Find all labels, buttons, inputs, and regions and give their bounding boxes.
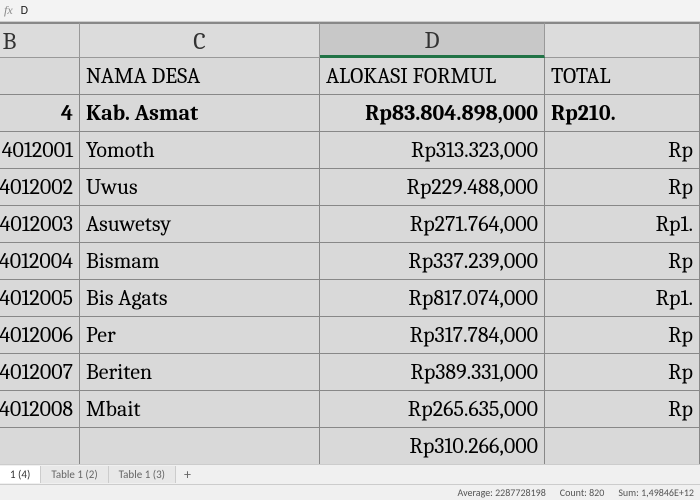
table-row: 4012003AsuwetsyRp271.764,000Rp1.	[0, 206, 700, 243]
cell[interactable]: Rp	[545, 132, 700, 169]
cell[interactable]: DE	[0, 58, 80, 95]
sheet-area: BCD DENAMA DESAALOKASI FORMULTOTAL4Kab. …	[0, 22, 700, 464]
cell[interactable]	[545, 428, 700, 464]
cell[interactable]: 4012006	[0, 317, 80, 354]
status-bar: Average: 2287728198 Count: 820 Sum: 1,49…	[0, 484, 700, 500]
col-header-D[interactable]: D	[320, 22, 545, 58]
cell[interactable]: Rp317.784,000	[320, 317, 545, 354]
cell[interactable]: Rp	[545, 391, 700, 428]
add-sheet-button[interactable]: +	[176, 466, 199, 483]
cell[interactable]: 4	[0, 95, 80, 132]
fx-label: fx	[4, 3, 13, 18]
cell[interactable]: Rp313.323,000	[320, 132, 545, 169]
cell[interactable]: 4012003	[0, 206, 80, 243]
cell[interactable]: Uwus	[80, 169, 320, 206]
table-row: Rp310.266,000	[0, 428, 700, 464]
cell[interactable]: Bismam	[80, 243, 320, 280]
status-count: Count: 820	[560, 486, 605, 499]
status-average: Average: 2287728198	[458, 486, 546, 499]
col-header-C[interactable]: C	[80, 22, 320, 58]
cell[interactable]: Beriten	[80, 354, 320, 391]
col-header-B[interactable]: B	[0, 22, 80, 58]
cell[interactable]: Rp271.764,000	[320, 206, 545, 243]
cell[interactable]: Rp337.239,000	[320, 243, 545, 280]
cell[interactable]: Rp310.266,000	[320, 428, 545, 464]
cell[interactable]: Rp83.804.898,000	[320, 95, 545, 132]
cell[interactable]: Rp1.	[545, 280, 700, 317]
cell[interactable]: 4012001	[0, 132, 80, 169]
table-row: 4012002UwusRp229.488,000Rp	[0, 169, 700, 206]
sheet-tab[interactable]: 1 (4)	[0, 466, 41, 483]
sheet-tab[interactable]: Table 1 (3)	[109, 466, 176, 483]
table-row: DENAMA DESAALOKASI FORMULTOTAL	[0, 58, 700, 95]
col-header-blank[interactable]	[545, 22, 700, 58]
cell[interactable]: 4012007	[0, 354, 80, 391]
cell[interactable]: 4012005	[0, 280, 80, 317]
cell[interactable]: Yomoth	[80, 132, 320, 169]
cell[interactable]: Rp265.635,000	[320, 391, 545, 428]
table-row: 4Kab. AsmatRp83.804.898,000Rp210.	[0, 95, 700, 132]
table-row: 4012001YomothRp313.323,000Rp	[0, 132, 700, 169]
cell[interactable]: 4012008	[0, 391, 80, 428]
formula-cell-ref[interactable]: D	[21, 4, 28, 18]
table-row: 4012007BeritenRp389.331,000Rp	[0, 354, 700, 391]
table-row: 4012008MbaitRp265.635,000Rp	[0, 391, 700, 428]
cell[interactable]: Rp389.331,000	[320, 354, 545, 391]
cell[interactable]: Rp817.074,000	[320, 280, 545, 317]
cell[interactable]: NAMA DESA	[80, 58, 320, 95]
cell[interactable]	[80, 428, 320, 464]
cell[interactable]: TOTAL	[545, 58, 700, 95]
cell[interactable]: Bis Agats	[80, 280, 320, 317]
cell[interactable]: Mbait	[80, 391, 320, 428]
status-sum: Sum: 1,49846E+12	[618, 486, 694, 499]
table-row: 4012005Bis AgatsRp817.074,000Rp1.	[0, 280, 700, 317]
cell[interactable]: 4012002	[0, 169, 80, 206]
cell[interactable]: Rp229.488,000	[320, 169, 545, 206]
cell[interactable]: Per	[80, 317, 320, 354]
table-row: 4012004BismamRp337.239,000Rp	[0, 243, 700, 280]
sheet-tabs: 1 (4)Table 1 (2)Table 1 (3)+	[0, 464, 700, 484]
cell[interactable]: Rp	[545, 317, 700, 354]
cell[interactable]: Rp1.	[545, 206, 700, 243]
cell[interactable]: ALOKASI FORMUL	[320, 58, 545, 95]
column-headers: BCD	[0, 22, 700, 58]
cell[interactable]: 4012004	[0, 243, 80, 280]
cell[interactable]: Kab. Asmat	[80, 95, 320, 132]
table-row: 4012006PerRp317.784,000Rp	[0, 317, 700, 354]
cell[interactable]	[0, 428, 80, 464]
formula-bar: fx D	[0, 0, 700, 22]
cell[interactable]: Asuwetsy	[80, 206, 320, 243]
cell[interactable]: Rp	[545, 169, 700, 206]
cell[interactable]: Rp	[545, 354, 700, 391]
grid: DENAMA DESAALOKASI FORMULTOTAL4Kab. Asma…	[0, 58, 700, 464]
cell[interactable]: Rp210.	[545, 95, 700, 132]
sheet-tab[interactable]: Table 1 (2)	[41, 466, 108, 483]
cell[interactable]: Rp	[545, 243, 700, 280]
